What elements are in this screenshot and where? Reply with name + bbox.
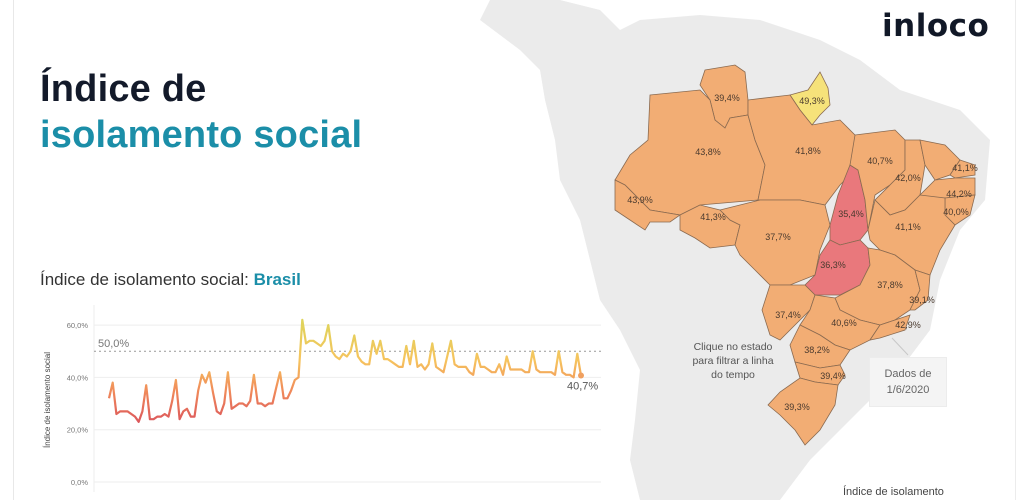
- label-pr: 38,2%: [804, 345, 830, 355]
- label-ro: 41,3%: [700, 212, 726, 222]
- label-ma: 40,7%: [867, 156, 893, 166]
- state-rs[interactable]: [767, 377, 839, 446]
- reference-label: 50,0%: [98, 338, 129, 350]
- svg-text:20,0%: 20,0%: [67, 426, 89, 435]
- label-rn: 41,1%: [952, 163, 978, 173]
- state-rn[interactable]: [949, 159, 976, 179]
- state-pr[interactable]: [789, 324, 851, 369]
- label-ms: 37,4%: [775, 310, 801, 320]
- south-america-landmass: [480, 0, 990, 500]
- date-leader-line: [891, 337, 909, 356]
- y-axis: 0,0% 20,0% 40,0% 60,0%: [67, 321, 89, 487]
- last-value-label: 40,7%: [567, 381, 598, 393]
- label-rs: 39,3%: [784, 402, 810, 412]
- svg-text:0,0%: 0,0%: [71, 478, 88, 487]
- label-ac: 43,9%: [627, 195, 653, 205]
- chart-grid: [93, 305, 601, 492]
- label-go: 36,3%: [820, 260, 846, 270]
- chart-heading-prefix: Índice de isolamento social:: [40, 270, 254, 289]
- legend-title: Índice de isolamento: [843, 486, 944, 498]
- label-ap: 49,3%: [799, 96, 825, 106]
- state-es[interactable]: [909, 269, 931, 311]
- date-box: Dados de 1/6/2020: [869, 357, 947, 407]
- last-point-marker[interactable]: [578, 372, 584, 379]
- svg-text:40,0%: 40,0%: [67, 373, 89, 382]
- date-label-line1: Dados de: [884, 368, 932, 380]
- label-rr: 39,4%: [714, 93, 740, 103]
- label-rj: 42,9%: [895, 320, 921, 330]
- state-ms[interactable]: [761, 284, 816, 341]
- page-title-line2: isolamento social: [40, 114, 363, 156]
- label-mg: 37,8%: [877, 280, 903, 290]
- label-sp: 40,6%: [831, 318, 857, 328]
- chart-heading: Índice de isolamento social: Brasil: [40, 270, 301, 290]
- label-ba: 41,1%: [895, 222, 921, 232]
- state-ac[interactable]: [614, 179, 682, 231]
- state-pa[interactable]: [747, 94, 866, 206]
- label-sc: 39,4%: [820, 371, 846, 381]
- state-rj[interactable]: [869, 314, 911, 341]
- state-ma[interactable]: [849, 129, 906, 231]
- label-to: 35,4%: [838, 209, 864, 219]
- date-label-line2: 1/6/2020: [886, 384, 930, 396]
- label-pa: 41,8%: [795, 146, 821, 156]
- line-chart[interactable]: 0,0% 20,0% 40,0% 60,0% 50,0% 40,7% Índice d…: [36, 300, 616, 500]
- label-pi: 42,0%: [895, 173, 921, 183]
- central-america-landmass: [490, 0, 580, 60]
- svg-text:60,0%: 60,0%: [67, 321, 89, 330]
- chart-heading-region[interactable]: Brasil: [253, 270, 301, 289]
- label-al-se: 40,0%: [943, 207, 969, 217]
- y-axis-title: Índice de isolamento social: [43, 352, 52, 448]
- series-line-brasil[interactable]: [107, 318, 583, 423]
- label-es: 39,1%: [909, 295, 935, 305]
- label-mt: 37,7%: [765, 232, 791, 242]
- brazil-map[interactable]: 39,4% 49,3% 43,8% 41,8% 43,9% 41,3% 37,7…: [440, 0, 1015, 500]
- right-divider: [1015, 0, 1016, 500]
- page-title: Índice de isolamento social: [40, 66, 362, 158]
- label-pe: 44,2%: [946, 189, 972, 199]
- inloco-logo: inloco: [882, 8, 990, 44]
- page-title-line1: Índice de: [40, 68, 207, 110]
- left-divider: [13, 0, 14, 500]
- map-hint: Clique no estado para filtrar a linha do…: [692, 341, 774, 381]
- label-am: 43,8%: [695, 147, 721, 157]
